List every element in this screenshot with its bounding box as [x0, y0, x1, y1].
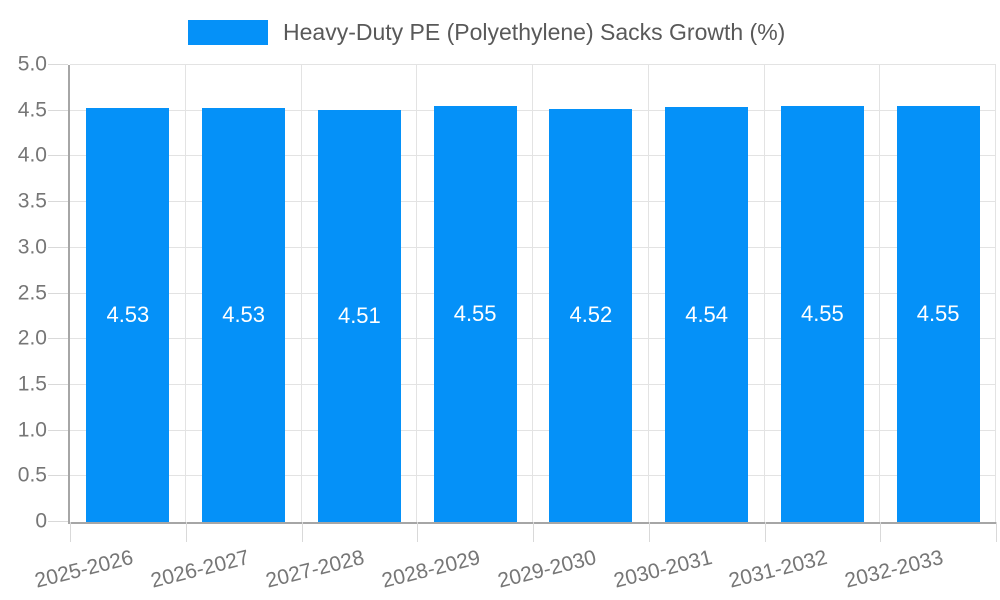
- x-tick-mark: [301, 522, 303, 542]
- y-gridline: [70, 475, 996, 477]
- y-tick-label: 1.5: [17, 372, 47, 396]
- x-gridline: [300, 65, 302, 522]
- y-tick-mark: [48, 246, 68, 248]
- x-tick-label: 2032-2033: [842, 546, 946, 593]
- bar-value-label: 4.55: [916, 301, 960, 327]
- bar[interactable]: 4.54: [665, 107, 749, 522]
- x-gridline: [995, 65, 996, 522]
- y-tick-label: 0.5: [17, 463, 47, 487]
- bar-value-label: 4.53: [106, 301, 150, 327]
- x-tick-label: 2029-2030: [495, 546, 599, 593]
- x-gridline: [763, 65, 765, 522]
- y-tick-mark: [48, 155, 68, 157]
- y-gridline: [70, 429, 996, 431]
- y-tick-mark: [48, 64, 68, 65]
- y-gridline: [70, 383, 996, 385]
- y-gridline: [70, 64, 996, 65]
- x-tick-label: 2028-2029: [379, 546, 483, 593]
- x-tick-mark: [533, 522, 534, 542]
- bar-value-label: 4.51: [337, 302, 381, 328]
- bar[interactable]: 4.55: [896, 106, 980, 522]
- legend-label[interactable]: Heavy-Duty PE (Polyethylene) Sacks Growt…: [283, 19, 786, 45]
- y-tick-mark: [48, 292, 68, 294]
- x-gridline: [184, 65, 186, 522]
- y-tick-label: 2.0: [17, 326, 47, 350]
- bar[interactable]: 4.51: [317, 109, 401, 522]
- y-tick-mark: [48, 383, 68, 385]
- y-gridline: [70, 155, 996, 157]
- y-gridline: [70, 292, 996, 294]
- y-tick-mark: [48, 338, 68, 340]
- y-tick-mark: [48, 429, 68, 431]
- legend-swatch[interactable]: [188, 19, 268, 45]
- y-tick-label: 4.5: [17, 98, 47, 122]
- x-tick-mark: [648, 522, 650, 542]
- x-tick-mark: [996, 522, 997, 542]
- bar-value-label: 4.52: [569, 302, 613, 328]
- y-tick-mark: [48, 201, 68, 203]
- x-tick-mark: [185, 522, 187, 542]
- y-gridline: [70, 109, 996, 111]
- y-tick-label: 0: [35, 509, 47, 533]
- x-tick-label: 2031-2032: [726, 546, 830, 593]
- x-tick-mark: [880, 522, 882, 542]
- x-tick-mark: [764, 522, 766, 542]
- y-tick-mark: [48, 475, 68, 477]
- y-tick-label: 3.0: [17, 235, 47, 259]
- y-tick-label: 2.5: [17, 281, 47, 305]
- bar-value-label: 4.54: [685, 301, 729, 327]
- x-gridline: [416, 65, 418, 522]
- x-gridline: [879, 65, 881, 522]
- y-tick-label: 4.0: [17, 143, 47, 167]
- bar[interactable]: 4.53: [202, 107, 286, 522]
- y-gridline: [70, 338, 996, 340]
- y-tick-label: 5.0: [17, 52, 47, 76]
- bar[interactable]: 4.53: [86, 107, 170, 522]
- bar[interactable]: 4.55: [780, 106, 864, 522]
- x-gridline: [532, 65, 533, 522]
- y-tick-label: 3.5: [17, 189, 47, 213]
- bar-value-label: 4.55: [800, 301, 844, 327]
- x-tick-label: 2027-2028: [263, 546, 367, 593]
- x-tick-label: 2030-2031: [611, 546, 715, 593]
- plot-area: 5.0 4.5 4.0 3.5 3.0 2.5 2.0 1.5 1.0 0.5 0 4.53 2025-…: [18, 53, 997, 593]
- y-gridline: [70, 246, 996, 248]
- bar[interactable]: 4.52: [549, 108, 633, 522]
- y-tick-mark: [48, 521, 68, 522]
- bar-value-label: 4.53: [222, 301, 266, 327]
- x-tick-label: 2026-2027: [148, 546, 252, 593]
- legend[interactable]: Heavy-Duty PE (Polyethylene) Sacks Growt…: [188, 19, 785, 45]
- x-tick-mark: [70, 522, 71, 542]
- x-tick-mark: [417, 522, 419, 542]
- bar-value-label: 4.55: [453, 301, 497, 327]
- bar[interactable]: 4.55: [433, 106, 517, 522]
- x-tick-label: 2025-2026: [32, 546, 136, 593]
- x-gridline: [647, 65, 649, 522]
- y-tick-mark: [48, 109, 68, 111]
- y-tick-label: 1.0: [17, 418, 47, 442]
- y-gridline: [70, 201, 996, 203]
